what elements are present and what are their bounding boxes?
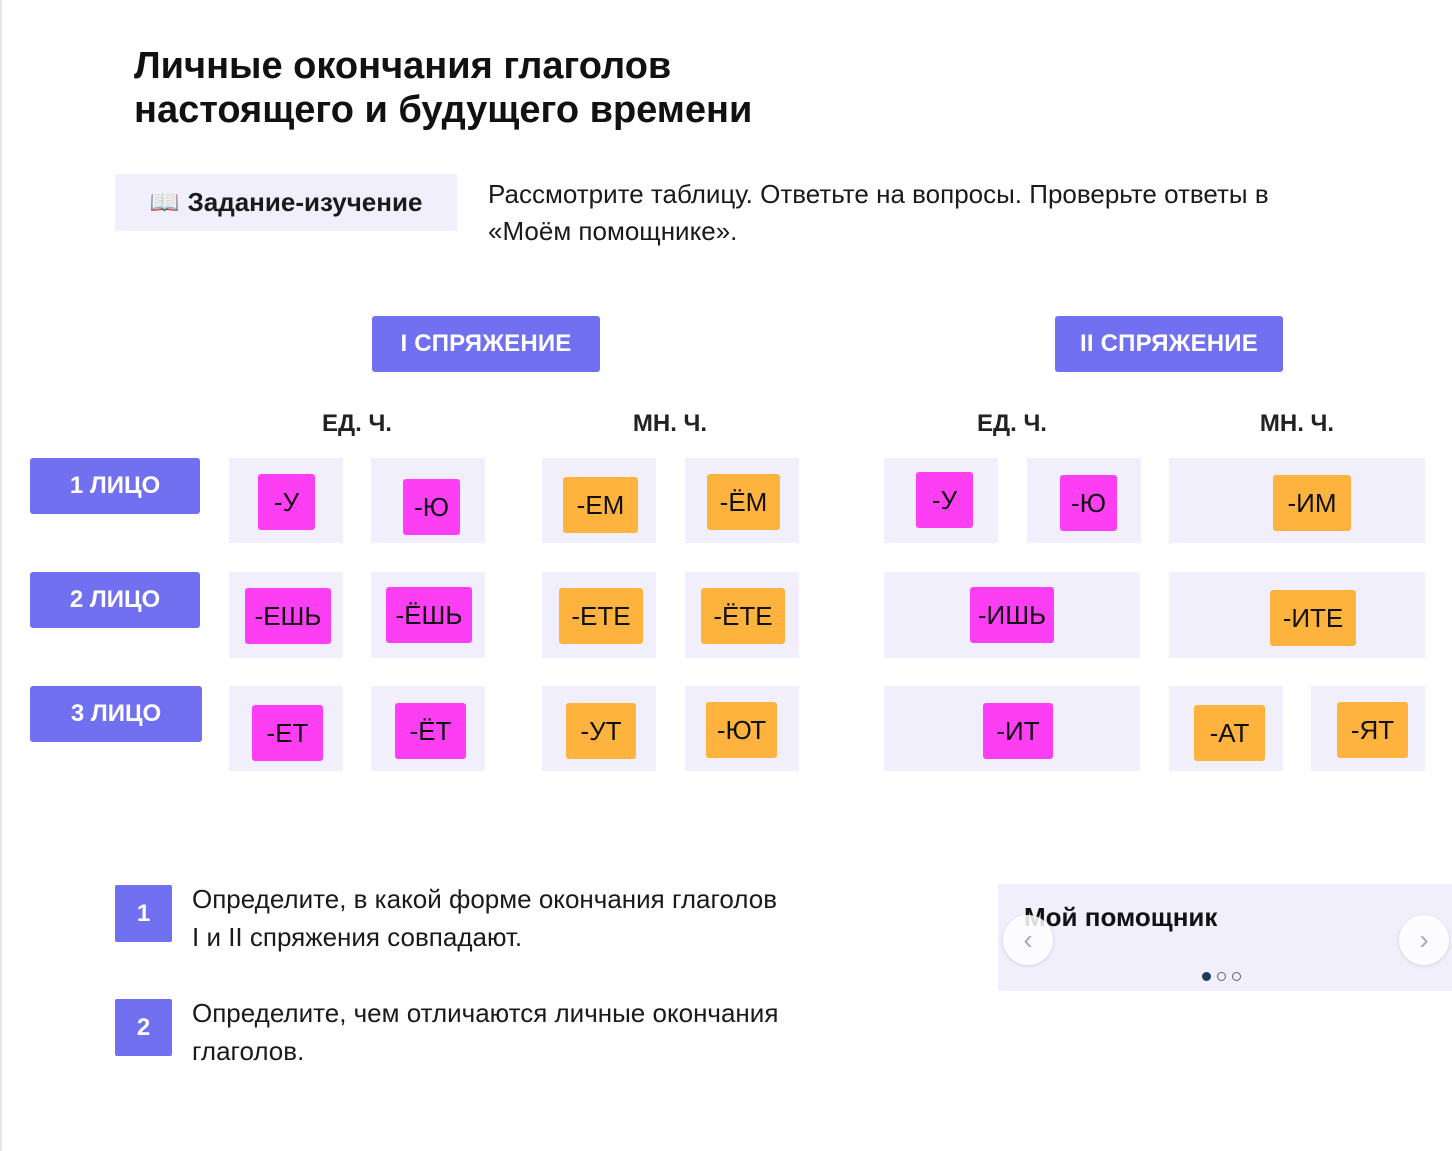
ending-tag[interactable]: -ЮТ	[706, 702, 777, 758]
question-number: 2	[115, 999, 172, 1056]
ending-tag[interactable]: -У	[258, 474, 315, 530]
carousel-pagination	[1202, 972, 1241, 981]
page-title: Личные окончания глаголов настоящего и б…	[134, 44, 934, 132]
person-2-label: 2 ЛИЦО	[30, 572, 200, 628]
person-3-label: 3 ЛИЦО	[30, 686, 202, 742]
chevron-right-icon: ›	[1419, 924, 1429, 955]
person-1-label: 1 ЛИЦО	[30, 458, 200, 514]
ending-tag[interactable]: -ЁТЕ	[701, 588, 785, 644]
task-type-label: 📖 Задание-изучение	[115, 174, 457, 231]
ending-tag[interactable]: -ЕТЕ	[559, 588, 643, 644]
carousel-dot[interactable]	[1232, 972, 1241, 981]
title-line-2: настоящего и будущего времени	[134, 89, 753, 131]
task-instructions: Рассмотрите таблицу. Ответьте на вопросы…	[488, 179, 1269, 246]
question-number: 1	[115, 885, 172, 942]
ending-tag[interactable]: -ЕШЬ	[245, 588, 331, 644]
c1-singular-header: ЕД. Ч.	[322, 410, 392, 437]
carousel-dot[interactable]	[1202, 972, 1211, 981]
c2-singular-header: ЕД. Ч.	[977, 410, 1047, 437]
ending-tag[interactable]: -У	[916, 472, 973, 528]
ending-tag[interactable]: -ЁШЬ	[386, 587, 472, 643]
ending-tag[interactable]: -ИТ	[983, 703, 1053, 759]
ending-tag[interactable]: -ИТЕ	[1270, 590, 1356, 646]
ending-tag[interactable]: -Ю	[403, 479, 460, 535]
question-text-line: I и II спряжения совпадают.	[192, 922, 523, 952]
carousel-prev-button[interactable]: ‹	[1003, 915, 1053, 965]
helper-title: Мой помощник	[1024, 902, 1218, 932]
question-text: Определите, чем отличаются личные оконча…	[192, 994, 892, 1070]
ending-tag[interactable]: -ИМ	[1273, 475, 1351, 531]
c2-plural-header: МН. Ч.	[1259, 410, 1335, 437]
task-type-text: Задание-изучение	[187, 187, 423, 217]
carousel-next-button[interactable]: ›	[1399, 915, 1449, 965]
carousel-dot[interactable]	[1217, 972, 1226, 981]
ending-tag[interactable]: -УТ	[566, 703, 636, 759]
ending-tag[interactable]: -ЁТ	[395, 703, 466, 759]
ending-tag[interactable]: -ЕТ	[252, 705, 323, 761]
ending-tag[interactable]: -ЁМ	[707, 474, 780, 530]
chevron-left-icon: ‹	[1023, 924, 1033, 955]
conjugation-2-header: II СПРЯЖЕНИЕ	[1055, 316, 1283, 372]
question-text-line: Определите, чем отличаются личные оконча…	[192, 998, 779, 1028]
ending-tag[interactable]: -ЯТ	[1337, 702, 1408, 758]
ending-tag[interactable]: -ЕМ	[563, 477, 638, 533]
question-text-line: глаголов.	[192, 1036, 305, 1066]
ending-tag[interactable]: -Ю	[1060, 475, 1117, 531]
question-text: Определите, в какой форме окончания глаг…	[192, 880, 892, 956]
conjugation-1-header: I СПРЯЖЕНИЕ	[372, 316, 600, 372]
left-border	[0, 0, 2, 1151]
helper-panel: Мой помощник ‹ ›	[998, 884, 1452, 991]
question-text-line: Определите, в какой форме окончания глаг…	[192, 884, 778, 914]
c1-plural-header: МН. Ч.	[632, 410, 708, 437]
title-line-1: Личные окончания глаголов	[134, 45, 672, 87]
book-icon: 📖	[149, 189, 180, 216]
ending-tag[interactable]: -АТ	[1194, 705, 1265, 761]
ending-tag[interactable]: -ИШЬ	[970, 587, 1054, 643]
